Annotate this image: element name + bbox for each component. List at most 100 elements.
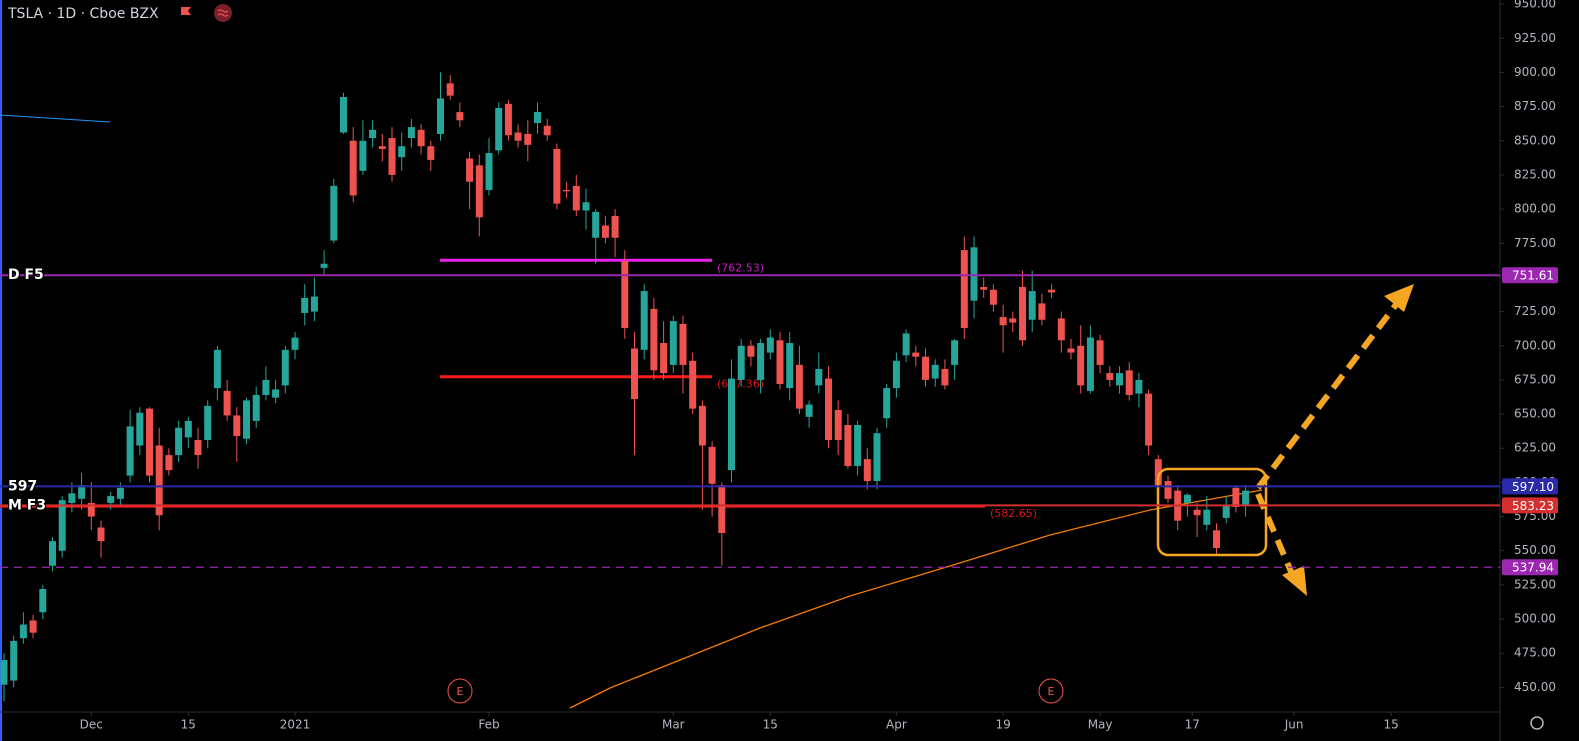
event-label[interactable]: E	[1048, 685, 1055, 698]
candle-body	[980, 286, 988, 290]
candle-body	[660, 343, 668, 374]
arrow-up	[1255, 300, 1401, 490]
candle-body	[1019, 286, 1026, 341]
candle-body	[805, 404, 813, 417]
y-tick-label: 650.00	[1514, 407, 1556, 421]
y-tick-label: 625.00	[1514, 441, 1556, 455]
candle-body	[427, 146, 435, 160]
candle-body	[776, 340, 784, 385]
x-tick-label: Jun	[1284, 718, 1304, 732]
candle-body	[495, 107, 503, 151]
candle-body	[485, 153, 493, 190]
arrow-down	[1255, 492, 1295, 576]
candle-body	[1116, 373, 1123, 386]
candle-body	[291, 337, 299, 350]
candle-body	[301, 297, 309, 313]
candle-body	[970, 247, 978, 301]
arrow-down-head	[1282, 566, 1307, 596]
candle-body	[999, 317, 1007, 326]
price-tag-label: 537.94	[1512, 561, 1554, 575]
candle-body	[29, 620, 37, 633]
candle-body	[49, 541, 56, 566]
event-label[interactable]: E	[457, 685, 464, 698]
candle-body	[689, 360, 697, 409]
x-tick-label: May	[1088, 718, 1113, 732]
x-tick-label: 2021	[280, 718, 311, 732]
candle-body	[39, 589, 47, 613]
candle-body	[795, 364, 803, 409]
price-tag-label: 597.10	[1512, 480, 1554, 494]
candle-body	[1222, 505, 1230, 518]
event-marker[interactable]	[1038, 678, 1064, 704]
candle-body	[243, 400, 250, 439]
candle-body	[1183, 494, 1191, 503]
candle-body	[631, 348, 638, 400]
event-marker[interactable]	[447, 678, 473, 704]
candle-body	[1057, 318, 1065, 341]
y-tick-label: 675.00	[1514, 372, 1556, 386]
candle-body	[1048, 289, 1056, 293]
candle-body	[1213, 530, 1220, 549]
candle-body	[1203, 509, 1211, 525]
candle-body	[1145, 393, 1153, 446]
candle-body	[931, 364, 939, 379]
candle-body	[330, 185, 338, 241]
candle-body	[1038, 303, 1046, 320]
settings-icon[interactable]	[1530, 716, 1544, 730]
candle-body	[1086, 337, 1094, 391]
candle-body	[233, 415, 241, 436]
candle-body	[912, 352, 920, 357]
segment-label: (582.65)	[990, 507, 1037, 520]
candle-body	[1193, 509, 1201, 516]
candle-body	[582, 202, 590, 211]
candle-body	[310, 296, 318, 312]
candle-body	[281, 349, 289, 386]
candle-body	[1009, 318, 1017, 323]
chart-title: TSLA · 1D · Cboe BZX	[7, 6, 159, 22]
arrow-up-head	[1384, 284, 1414, 312]
candle-body	[116, 487, 124, 499]
candle-body	[262, 379, 270, 395]
candle-body	[204, 405, 212, 441]
candle-body	[718, 485, 726, 533]
candle-body	[747, 345, 755, 357]
candle-body	[1125, 370, 1133, 395]
trend-line	[0, 114, 111, 123]
candle-body	[873, 433, 881, 482]
candle-body	[728, 378, 735, 471]
y-tick-label: 725.00	[1514, 304, 1556, 318]
y-tick-label: 475.00	[1514, 646, 1556, 660]
flag-icon[interactable]	[181, 7, 191, 15]
candle-body	[611, 215, 619, 238]
candle-body	[87, 502, 95, 517]
candle-body	[854, 425, 862, 467]
candle-body	[941, 368, 949, 386]
candle-body	[863, 459, 871, 482]
candle-body	[708, 446, 716, 484]
candle-body	[766, 337, 774, 353]
x-tick-label: Dec	[80, 718, 103, 732]
indicator-icon[interactable]	[214, 4, 232, 22]
indicator-icon-waves	[217, 9, 229, 17]
candle-body	[97, 527, 105, 542]
candle-body	[126, 426, 134, 476]
candle-body	[369, 129, 377, 139]
candle-body	[834, 409, 842, 441]
moving-average	[569, 489, 1263, 709]
y-tick-label: 850.00	[1514, 133, 1556, 147]
candle-body	[272, 389, 280, 398]
x-tick-label: 15	[763, 718, 778, 732]
candle-body	[543, 125, 551, 136]
candle-body	[1096, 340, 1104, 365]
y-tick-label: 500.00	[1514, 612, 1556, 626]
level-name: M F3	[8, 497, 46, 513]
candle-body	[892, 360, 900, 389]
candle-body	[572, 185, 580, 211]
x-tick-label: Mar	[662, 718, 685, 732]
x-tick-label: Feb	[478, 718, 499, 732]
candle-body	[883, 388, 891, 419]
candle-body	[960, 250, 968, 328]
highlight-box	[1156, 467, 1268, 557]
candle-body	[1242, 490, 1250, 506]
